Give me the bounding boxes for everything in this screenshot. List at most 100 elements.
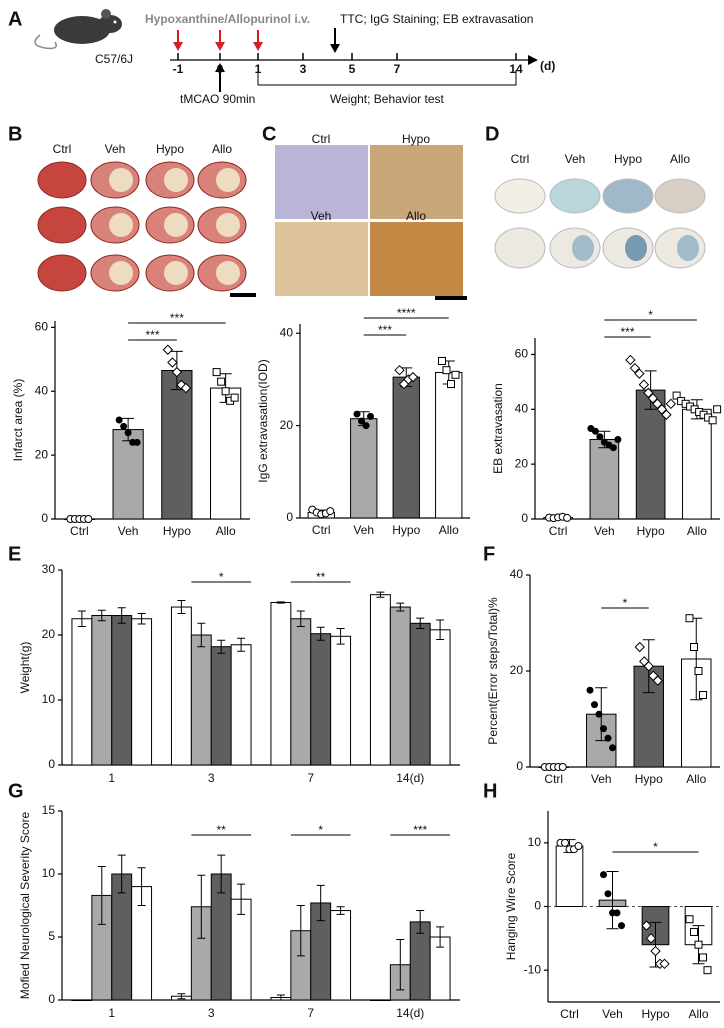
x-tick-label: Veh bbox=[353, 523, 374, 537]
y-tick-label: 40 bbox=[280, 325, 294, 339]
panel-letter: C bbox=[262, 123, 276, 145]
error-bar bbox=[77, 610, 86, 628]
x-tick-label: Ctrl bbox=[544, 772, 563, 786]
data-point bbox=[176, 379, 187, 391]
y-tick-label: 0 bbox=[41, 511, 48, 525]
infarct-region bbox=[164, 213, 188, 237]
y-tick-label: 15 bbox=[42, 803, 56, 817]
data-point bbox=[665, 398, 677, 410]
significance-label: *** bbox=[620, 325, 634, 339]
timeline-arrowhead bbox=[528, 55, 538, 65]
x-tick-label: Hypo bbox=[635, 772, 663, 786]
data-point bbox=[353, 410, 361, 418]
data-point bbox=[451, 370, 460, 379]
treatment-arrowhead bbox=[253, 42, 263, 51]
data-point bbox=[561, 838, 569, 847]
data-point bbox=[629, 362, 641, 374]
x-tick-label: Ctrl bbox=[560, 1007, 579, 1021]
error-bar bbox=[416, 910, 425, 934]
error-bar bbox=[217, 854, 226, 894]
bar bbox=[111, 615, 133, 766]
assay-arrowhead bbox=[330, 44, 340, 53]
data-point bbox=[685, 915, 694, 924]
error-bar bbox=[606, 870, 619, 930]
bar bbox=[161, 370, 193, 520]
panel-letter: F bbox=[483, 543, 495, 565]
y-tick-label: 40 bbox=[35, 383, 49, 397]
error-bar bbox=[117, 607, 126, 624]
bar bbox=[392, 376, 420, 519]
data-point bbox=[699, 953, 707, 962]
data-point bbox=[326, 507, 335, 516]
error-bar bbox=[416, 617, 425, 629]
y-tick-label: 0 bbox=[48, 992, 55, 1006]
data-point bbox=[604, 734, 612, 742]
x-tick-label: Hypo bbox=[392, 523, 420, 537]
data-point bbox=[212, 368, 221, 377]
significance-label: * bbox=[219, 570, 224, 584]
timeline-day: 5 bbox=[349, 62, 356, 76]
infarct-region bbox=[109, 213, 133, 237]
error-bar bbox=[137, 613, 146, 625]
brain-slice bbox=[37, 254, 87, 292]
infarct-region bbox=[109, 261, 133, 285]
data-point bbox=[563, 513, 572, 522]
y-tick-label: 20 bbox=[42, 627, 56, 641]
error-bar bbox=[316, 626, 325, 641]
error-bar bbox=[217, 639, 226, 654]
bar bbox=[435, 372, 463, 519]
strain-label: C57/6J bbox=[95, 52, 133, 66]
y-tick-label: 0 bbox=[48, 757, 55, 771]
whole-brain bbox=[494, 178, 546, 214]
significance-label: *** bbox=[378, 323, 392, 337]
data-point bbox=[643, 387, 654, 399]
data-point bbox=[659, 958, 670, 970]
data-point bbox=[614, 435, 622, 443]
data-point bbox=[407, 371, 419, 383]
bar bbox=[91, 615, 113, 766]
timeline-day: 7 bbox=[394, 62, 401, 76]
x-tick-label: 14(d) bbox=[396, 771, 424, 785]
data-point bbox=[625, 354, 636, 366]
photo-label: Allo bbox=[406, 209, 426, 223]
data-point bbox=[690, 643, 698, 651]
y-tick-label: 30 bbox=[42, 562, 56, 576]
y-axis-label: Mofied Neurological Severity Score bbox=[18, 811, 32, 999]
error-bar bbox=[376, 591, 385, 598]
y-axis-label: Infarct area (%) bbox=[11, 379, 25, 462]
data-point bbox=[586, 686, 594, 694]
data-point bbox=[690, 927, 698, 936]
error-bar bbox=[336, 628, 345, 645]
x-tick-label: Veh bbox=[591, 772, 612, 786]
error-bar bbox=[197, 874, 206, 939]
data-point bbox=[650, 945, 661, 957]
data-point bbox=[600, 871, 607, 879]
bar bbox=[290, 618, 312, 766]
data-point bbox=[713, 405, 722, 414]
data-point bbox=[645, 933, 657, 944]
data-point bbox=[124, 429, 132, 437]
data-point bbox=[685, 614, 694, 623]
infarct-region bbox=[216, 168, 240, 192]
data-point bbox=[595, 710, 603, 718]
error-bar bbox=[276, 601, 285, 604]
photo-label: Allo bbox=[670, 152, 690, 166]
x-tick-label: Allo bbox=[216, 524, 236, 538]
y-tick-label: 10 bbox=[528, 835, 542, 849]
y-tick-label: 0 bbox=[534, 899, 541, 913]
data-point bbox=[167, 357, 178, 368]
data-point bbox=[652, 398, 663, 410]
ihc-image bbox=[370, 222, 463, 296]
x-tick-label: Hypo bbox=[163, 524, 191, 538]
mouse-icon bbox=[34, 9, 122, 50]
photo-label: Veh bbox=[311, 209, 332, 223]
data-point bbox=[708, 416, 717, 425]
photo-label: Hypo bbox=[156, 142, 184, 156]
bar bbox=[409, 622, 431, 766]
data-point bbox=[634, 641, 645, 653]
bar bbox=[369, 594, 391, 766]
data-point bbox=[180, 382, 192, 394]
data-point bbox=[609, 444, 617, 452]
data-point bbox=[120, 422, 128, 430]
